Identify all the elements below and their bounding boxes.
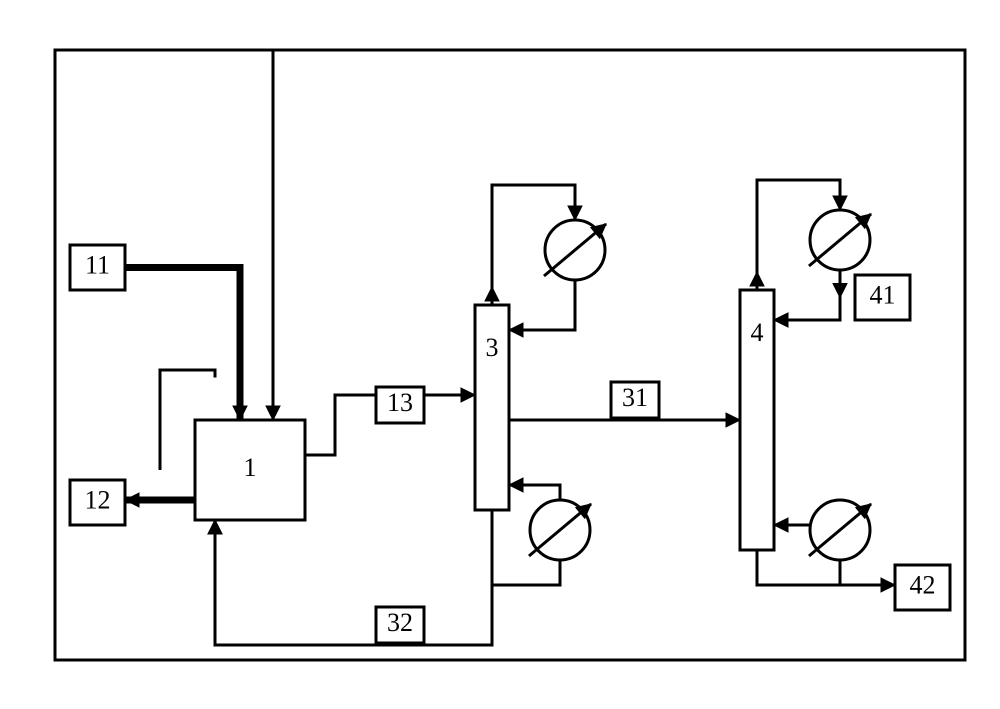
svg-text:1: 1 [244, 453, 257, 482]
svg-text:12: 12 [85, 485, 111, 514]
svg-text:31: 31 [622, 383, 648, 412]
svg-text:4: 4 [751, 318, 764, 347]
svg-text:32: 32 [387, 608, 413, 637]
svg-text:41: 41 [870, 280, 896, 309]
svg-text:13: 13 [387, 388, 413, 417]
svg-text:3: 3 [486, 333, 499, 362]
svg-text:11: 11 [85, 250, 110, 279]
svg-text:42: 42 [910, 570, 936, 599]
